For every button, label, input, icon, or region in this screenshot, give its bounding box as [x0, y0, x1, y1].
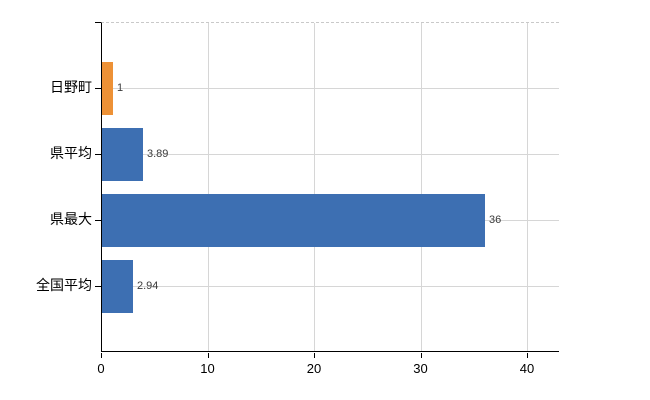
gridline-horizontal: [102, 286, 559, 287]
bar-value-label: 1: [117, 82, 124, 94]
gridline-horizontal: [102, 154, 559, 155]
bar-value-label: 36: [489, 214, 502, 226]
plot-area: [101, 22, 559, 352]
x-tick-label: 30: [413, 361, 428, 376]
y-axis-tick: [95, 154, 101, 155]
x-tick-label: 40: [519, 361, 535, 376]
bar: [102, 260, 133, 313]
y-axis-tick: [95, 88, 101, 89]
gridline-horizontal: [102, 88, 559, 89]
y-axis-tick: [95, 220, 101, 221]
category-label: 日野町: [50, 79, 92, 95]
x-axis-tick: [420, 353, 422, 358]
x-axis-tick: [207, 353, 209, 358]
x-axis-tick: [314, 353, 315, 358]
x-axis-tick: [101, 353, 102, 358]
x-axis-tick: [527, 353, 528, 358]
y-axis-end-tick: [95, 22, 101, 23]
gridline-vertical: [207, 23, 209, 352]
y-axis-tick: [95, 286, 101, 287]
bar-value-label: 3.89: [147, 148, 169, 160]
gridline-vertical: [420, 23, 422, 352]
gridline-vertical: [314, 23, 315, 352]
bar-value-label: 2.94: [137, 280, 159, 292]
bar: [102, 194, 485, 247]
category-label: 県平均: [50, 145, 92, 161]
bar: [102, 128, 143, 181]
category-label: 県最大: [50, 211, 92, 227]
category-label: 全国平均: [36, 277, 92, 293]
x-tick-label: 10: [200, 361, 215, 376]
bar: [102, 62, 113, 115]
x-tick-label: 20: [306, 361, 322, 376]
x-tick-label: 0: [97, 361, 105, 376]
gridline-vertical: [527, 23, 528, 352]
